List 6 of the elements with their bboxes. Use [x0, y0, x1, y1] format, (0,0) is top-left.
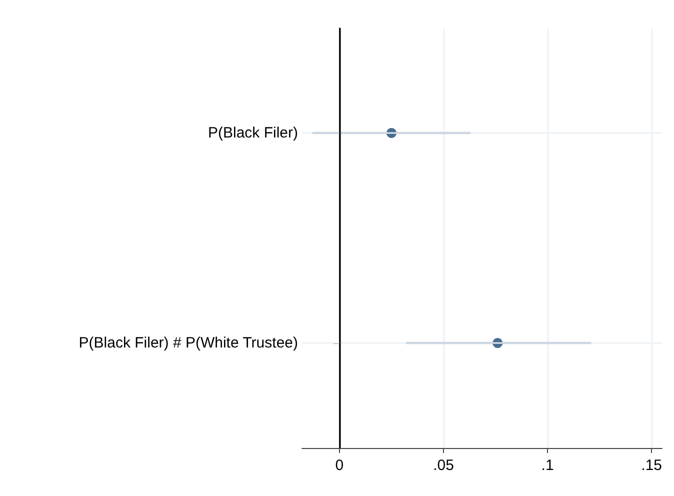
x-tick-label: .15	[641, 457, 662, 474]
x-tick-label: .05	[433, 457, 454, 474]
x-tick-label: .1	[541, 457, 554, 474]
y-tick-label: P(Black Filer) # P(White Trustee)	[78, 334, 298, 352]
y-tick-label: P(Black Filer)	[208, 124, 298, 142]
x-tick-label: 0	[335, 457, 344, 474]
